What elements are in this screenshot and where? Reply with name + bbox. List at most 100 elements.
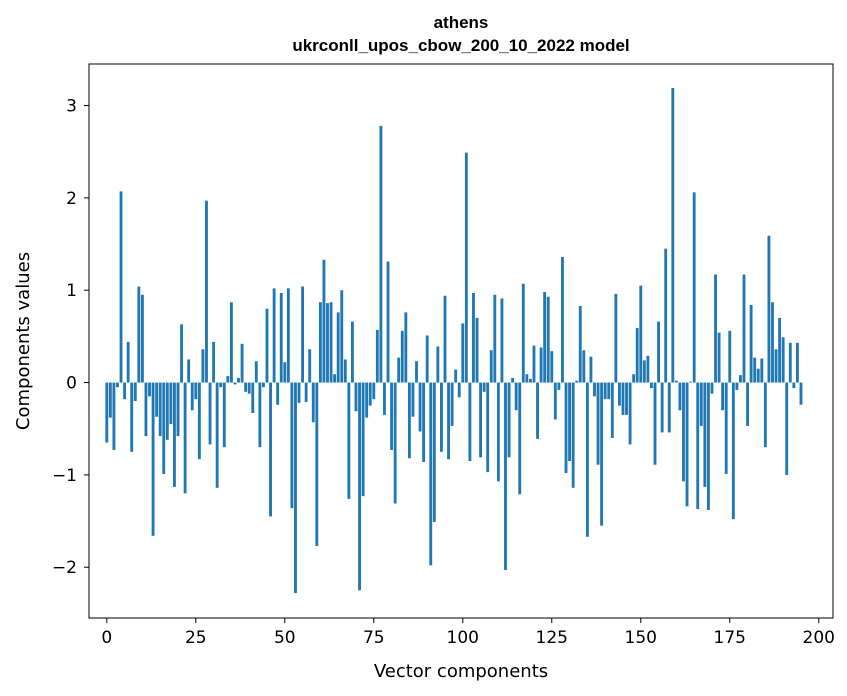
bar-component-68 [347, 382, 351, 499]
bar-component-130 [568, 382, 571, 462]
bar-component-51 [286, 288, 290, 383]
bar-component-71 [358, 382, 361, 591]
bar-component-135 [585, 382, 589, 537]
bar-component-3 [116, 382, 119, 388]
y-tick-label: 1 [66, 281, 77, 301]
bar-component-120 [532, 345, 536, 383]
bar-component-175 [728, 330, 732, 383]
bar-component-34 [226, 376, 230, 383]
bar-component-112 [504, 382, 507, 570]
bar-component-184 [760, 358, 764, 383]
bar-component-140 [603, 382, 607, 400]
y-tick-label: 2 [66, 189, 77, 209]
bar-component-14 [155, 382, 159, 417]
bar-component-78 [383, 382, 386, 415]
bar-component-155 [657, 321, 660, 383]
bar-component-128 [561, 256, 564, 383]
bar-component-63 [329, 302, 333, 383]
bar-component-16 [162, 382, 166, 474]
bar-component-24 [190, 382, 194, 411]
bar-component-160 [674, 380, 678, 383]
bar-component-164 [689, 381, 693, 383]
bar-component-163 [685, 382, 689, 507]
bar-component-58 [311, 382, 315, 423]
bar-component-61 [322, 259, 326, 383]
bar-component-93 [436, 346, 440, 383]
bar-component-35 [229, 302, 233, 383]
bar-component-100 [461, 323, 465, 383]
bar-component-101 [464, 152, 468, 383]
bar-component-55 [301, 286, 305, 383]
bar-component-145 [621, 382, 625, 415]
bar-component-115 [514, 382, 518, 411]
bar-component-59 [315, 382, 319, 546]
y-tick-label: −1 [52, 466, 77, 486]
bar-component-168 [703, 382, 707, 487]
bar-component-15 [158, 382, 162, 437]
bar-component-98 [454, 369, 458, 383]
bar-component-110 [496, 382, 500, 482]
bar-component-190 [781, 337, 785, 383]
bar-component-33 [222, 382, 226, 448]
bar-component-158 [667, 382, 671, 433]
bar-component-57 [308, 349, 312, 383]
bar-component-97 [450, 382, 454, 426]
bar-component-134 [582, 350, 586, 383]
bar-component-122 [539, 347, 543, 383]
bar-component-75 [372, 382, 376, 400]
bar-component-187 [771, 302, 774, 383]
bar-component-89 [422, 382, 426, 462]
bar-component-152 [646, 355, 650, 383]
bar-component-193 [792, 382, 796, 389]
bar-component-90 [425, 335, 429, 383]
bar-component-171 [714, 274, 717, 383]
bar-component-42 [254, 361, 258, 383]
bar-component-131 [571, 382, 575, 488]
bar-component-50 [283, 362, 287, 383]
bar-component-181 [749, 304, 753, 383]
bar-component-149 [635, 328, 639, 383]
x-tick-label: 0 [101, 628, 112, 648]
x-tick-label: 175 [714, 628, 746, 648]
x-tick-label: 200 [803, 628, 835, 648]
bar-component-11 [144, 382, 148, 437]
bar-component-72 [361, 382, 365, 497]
bar-component-156 [660, 382, 664, 433]
x-tick-label: 100 [447, 628, 479, 648]
bar-component-23 [187, 359, 191, 383]
bar-component-80 [390, 382, 394, 450]
bar-component-91 [429, 382, 433, 566]
bar-component-148 [632, 374, 636, 383]
bar-component-30 [212, 341, 216, 383]
bar-component-69 [351, 321, 354, 383]
bar-component-10 [140, 294, 144, 383]
x-tick-label: 125 [536, 628, 568, 648]
bar-component-17 [165, 382, 169, 440]
bar-component-183 [756, 368, 760, 383]
bar-component-29 [208, 382, 212, 445]
bar-component-40 [247, 382, 251, 394]
bar-component-66 [340, 290, 344, 383]
bar-component-104 [475, 317, 479, 383]
bar-component-86 [411, 382, 415, 417]
bar-component-138 [596, 382, 600, 465]
bar-component-27 [201, 349, 205, 383]
bar-component-77 [379, 125, 383, 383]
bar-component-65 [336, 312, 340, 383]
bar-component-133 [578, 305, 582, 383]
bar-component-166 [696, 382, 700, 510]
bar-component-172 [717, 332, 721, 383]
bar-component-126 [553, 382, 557, 420]
bar-component-7 [130, 382, 134, 452]
bar-component-54 [297, 382, 301, 403]
bar-component-67 [343, 359, 347, 383]
bar-component-162 [682, 382, 685, 482]
bar-component-167 [699, 382, 703, 426]
bar-component-111 [500, 298, 504, 383]
bar-component-169 [706, 382, 710, 510]
bar-component-195 [799, 382, 803, 405]
bar-component-129 [564, 382, 568, 474]
bar-component-106 [482, 382, 486, 392]
bar-component-41 [251, 382, 255, 414]
plot-frame [88, 63, 834, 619]
